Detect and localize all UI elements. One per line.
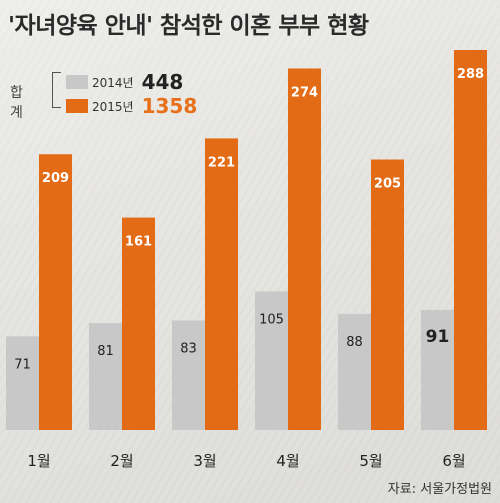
legend-label-2014: 2014년 [92, 75, 134, 90]
bar-2014년-5월 [338, 313, 371, 430]
data-label-2015년-5월: 205 [374, 177, 401, 192]
data-label-2015년-3월: 221 [208, 155, 235, 170]
x-tick-label-6월: 6월 [442, 452, 465, 470]
data-label-2015년-1월: 209 [42, 171, 69, 186]
legend-item-2015: 2015년 1358 [66, 94, 197, 118]
bar-2015년-5월 [371, 159, 404, 430]
legend-total-2014: 448 [141, 70, 184, 94]
bar-2014년-1월 [6, 336, 39, 430]
data-label-2014년-3월: 83 [180, 341, 197, 356]
legend-item-2014: 2014년 448 [66, 70, 183, 94]
data-label-2015년-2월: 161 [125, 235, 152, 250]
x-tick-label-2월: 2월 [110, 452, 133, 470]
data-label-2014년-6월: 91 [426, 327, 450, 347]
bar-2014년-6월 [421, 309, 454, 430]
data-label-2014년-1월: 71 [14, 357, 31, 372]
bar-2015년-2월 [122, 217, 155, 430]
data-label-2014년-5월: 88 [346, 335, 363, 350]
legend-swatch-2015 [66, 99, 88, 113]
bar-2014년-4월 [255, 291, 288, 430]
source-note: 자료: 서울가정법원 [387, 482, 492, 497]
bar-2015년-6월 [454, 50, 487, 430]
x-tick-label-3월: 3월 [193, 452, 216, 470]
bar-2014년-3월 [172, 320, 205, 430]
legend-label-2015: 2015년 [92, 99, 134, 114]
legend-total-2015: 1358 [141, 94, 198, 118]
bar-2015년-3월 [205, 138, 238, 430]
bar-2014년-2월 [89, 323, 122, 430]
data-label-2014년-2월: 81 [97, 344, 114, 359]
bar-2015년-4월 [288, 68, 321, 430]
x-tick-label-1월: 1월 [27, 452, 50, 470]
x-tick-label-5월: 5월 [359, 452, 382, 470]
data-label-2015년-6월: 288 [457, 67, 484, 82]
legend-group-label: 합계 [10, 85, 23, 121]
legend-bracket [52, 72, 61, 108]
bar-2015년-1월 [39, 154, 72, 430]
chart-title: '자녀양육 안내' 참석한 이혼 부부 현황 [8, 13, 369, 39]
data-label-2014년-4월: 105 [259, 312, 284, 327]
data-label-2015년-4월: 274 [291, 85, 318, 100]
x-tick-label-4월: 4월 [276, 452, 299, 470]
legend-swatch-2014 [66, 75, 88, 89]
